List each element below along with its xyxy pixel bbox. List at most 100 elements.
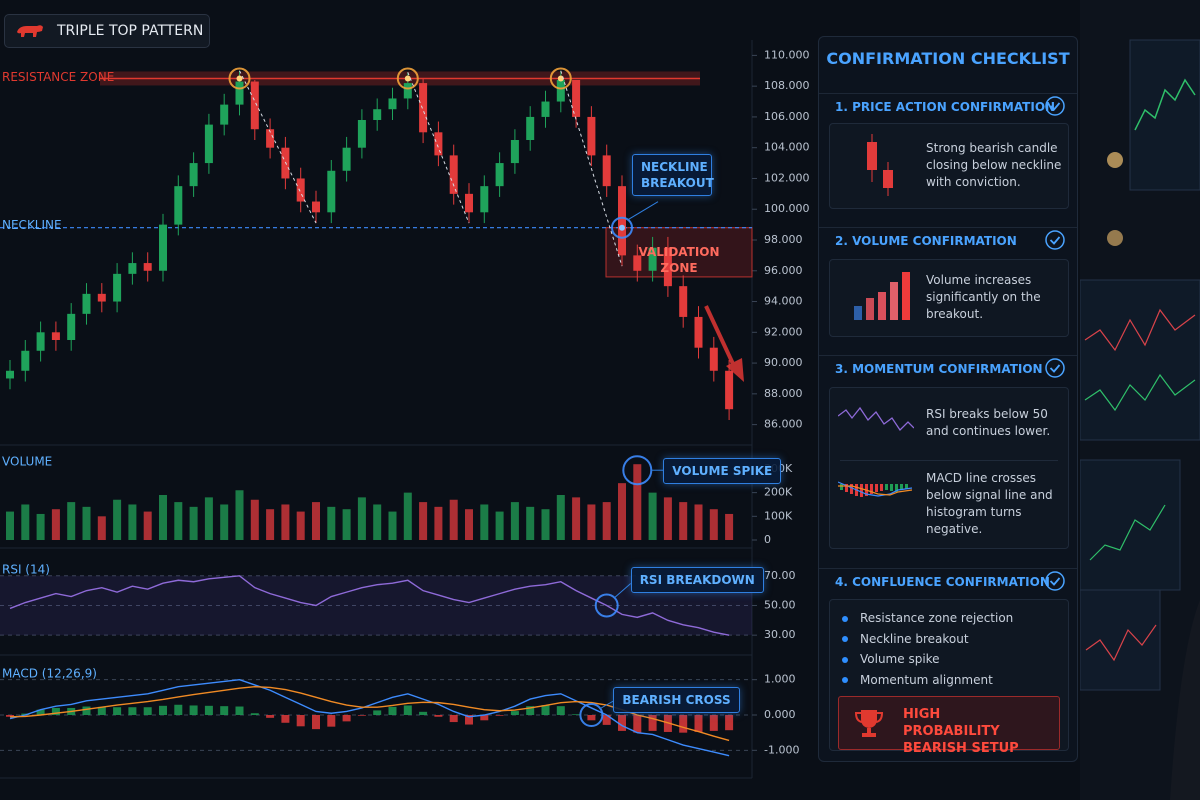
bearish-cross-label: BEARISH CROSS — [613, 687, 740, 713]
pattern-badge: TRIPLE TOP PATTERN — [4, 14, 210, 48]
candle-body — [434, 132, 443, 156]
candle-body — [541, 101, 550, 117]
volume-bar — [220, 504, 229, 540]
item-box: Resistance zone rejection Neckline break… — [829, 599, 1069, 756]
volume-bar — [189, 506, 198, 540]
volume-bar — [510, 502, 519, 540]
volume-bar — [648, 492, 657, 540]
y-tick-label: 0.000 — [764, 708, 796, 721]
macd-histogram-bar — [480, 715, 489, 721]
volume-bar — [82, 506, 91, 540]
volume-bar — [281, 504, 290, 540]
candle-body — [403, 83, 412, 99]
candle-body — [21, 350, 30, 371]
volume-bar — [694, 504, 703, 540]
macd-histogram-bar — [159, 705, 167, 715]
resistance-label: RESISTANCE ZONE — [2, 70, 114, 84]
macd-histogram-bar — [235, 706, 244, 715]
verdict-text: HIGH PROBABILITY BEARISH SETUP — [903, 707, 1019, 756]
macd-histogram-bar — [449, 715, 458, 723]
checklist-header: 1. PRICE ACTION CONFIRMATION — [819, 93, 1077, 118]
item-box: RSI breaks below 50 and continues lower.… — [829, 387, 1069, 549]
item-title: 2. VOLUME CONFIRMATION — [835, 234, 1017, 248]
y-tick-label: 70.00 — [764, 569, 796, 582]
volume-bar — [250, 499, 259, 540]
candle-body — [633, 255, 642, 271]
y-tick-label: 110.000 — [764, 48, 810, 61]
pane-title: MACD (12,26,9) — [2, 667, 97, 681]
candle-body — [143, 263, 152, 271]
macd-histogram-bar — [419, 711, 428, 715]
volume-bar — [21, 504, 30, 540]
candle-body — [327, 170, 336, 213]
volume-bar — [465, 509, 473, 540]
candle-body — [235, 81, 244, 105]
macd-histogram-bar — [143, 707, 152, 715]
swing-line — [560, 70, 623, 267]
item-note: MACD line crosses below signal line and … — [926, 471, 1053, 536]
bullet: Volume spike — [842, 649, 1013, 670]
candle-body — [67, 313, 76, 340]
macd-histogram-bar — [648, 715, 657, 731]
volume-bar — [312, 502, 320, 540]
checklist-title: CONFIRMATION CHECKLIST — [826, 49, 1070, 68]
volume-bar — [556, 495, 565, 540]
candle-body — [204, 124, 213, 164]
checklist-header: 2. VOLUME CONFIRMATION — [819, 227, 1077, 252]
y-tick-label: 100.000 — [764, 202, 810, 215]
macd-histogram-bar — [602, 715, 611, 725]
volume-bar — [6, 511, 14, 540]
macd-histogram-bar — [618, 715, 626, 731]
macd-histogram-bar — [434, 715, 443, 717]
pane-title: VOLUME — [2, 455, 52, 469]
volume-bar — [128, 504, 137, 540]
volume-bar — [419, 502, 428, 540]
volume-bar — [159, 495, 167, 540]
bullet: Neckline breakout — [842, 629, 1013, 650]
candle-body — [113, 273, 122, 302]
candle-body — [312, 201, 320, 213]
item-title: 3. MOMENTUM CONFIRMATION — [835, 362, 1043, 376]
volume-bar — [357, 497, 366, 540]
candle-body — [602, 155, 611, 187]
background-monitors — [1080, 0, 1200, 800]
candle-body — [220, 104, 229, 125]
item-text: Strong bearish candle closing below neck… — [926, 141, 1062, 189]
validation-zone — [605, 227, 753, 278]
checklist-panel: CONFIRMATION CHECKLIST 1. PRICE ACTION C… — [818, 36, 1078, 762]
callout-line — [599, 700, 614, 710]
checklist-header: 4. CONFLUENCE CONFIRMATION — [819, 568, 1077, 593]
candle-body — [250, 81, 259, 130]
candle-body — [725, 370, 734, 410]
candle-body — [51, 332, 60, 340]
candle-body — [663, 247, 672, 287]
y-tick-label: 92.000 — [764, 325, 803, 338]
volume-bar — [143, 511, 152, 540]
check-icon — [1045, 230, 1065, 250]
volume-bar — [587, 504, 596, 540]
macd-icon — [838, 481, 913, 497]
y-tick-label: 108.000 — [764, 79, 810, 92]
verdict-box: HIGH PROBABILITY BEARISH SETUP — [838, 696, 1060, 756]
y-tick-label: 94.000 — [764, 295, 803, 308]
y-tick-label: -1.000 — [764, 743, 799, 756]
macd-histogram-bar — [327, 715, 336, 727]
y-tick-label: 98.000 — [764, 233, 803, 246]
macd-histogram-bar — [36, 709, 45, 715]
volume-bar — [602, 502, 611, 540]
macd-histogram-bar — [541, 705, 550, 715]
rsi-line — [9, 575, 730, 636]
chart: 86.000 88.000 90.000 92.000 94.000 96.000 98.0… — [0, 40, 810, 779]
volume-bar — [633, 464, 642, 540]
volume-bar — [235, 490, 244, 540]
candle-body — [618, 186, 626, 256]
y-tick-label: 102.000 — [764, 171, 810, 184]
macd-histogram-bar — [587, 715, 596, 721]
macd-histogram-bar — [495, 715, 504, 716]
y-tick-label: 1.000 — [764, 673, 796, 686]
y-tick-label: 200K — [764, 486, 793, 499]
highlight-ring — [579, 703, 604, 727]
volume-bar — [679, 502, 688, 540]
item-title: 4. CONFLUENCE CONFIRMATION — [835, 575, 1050, 589]
pattern-title: TRIPLE TOP PATTERN — [57, 23, 204, 39]
